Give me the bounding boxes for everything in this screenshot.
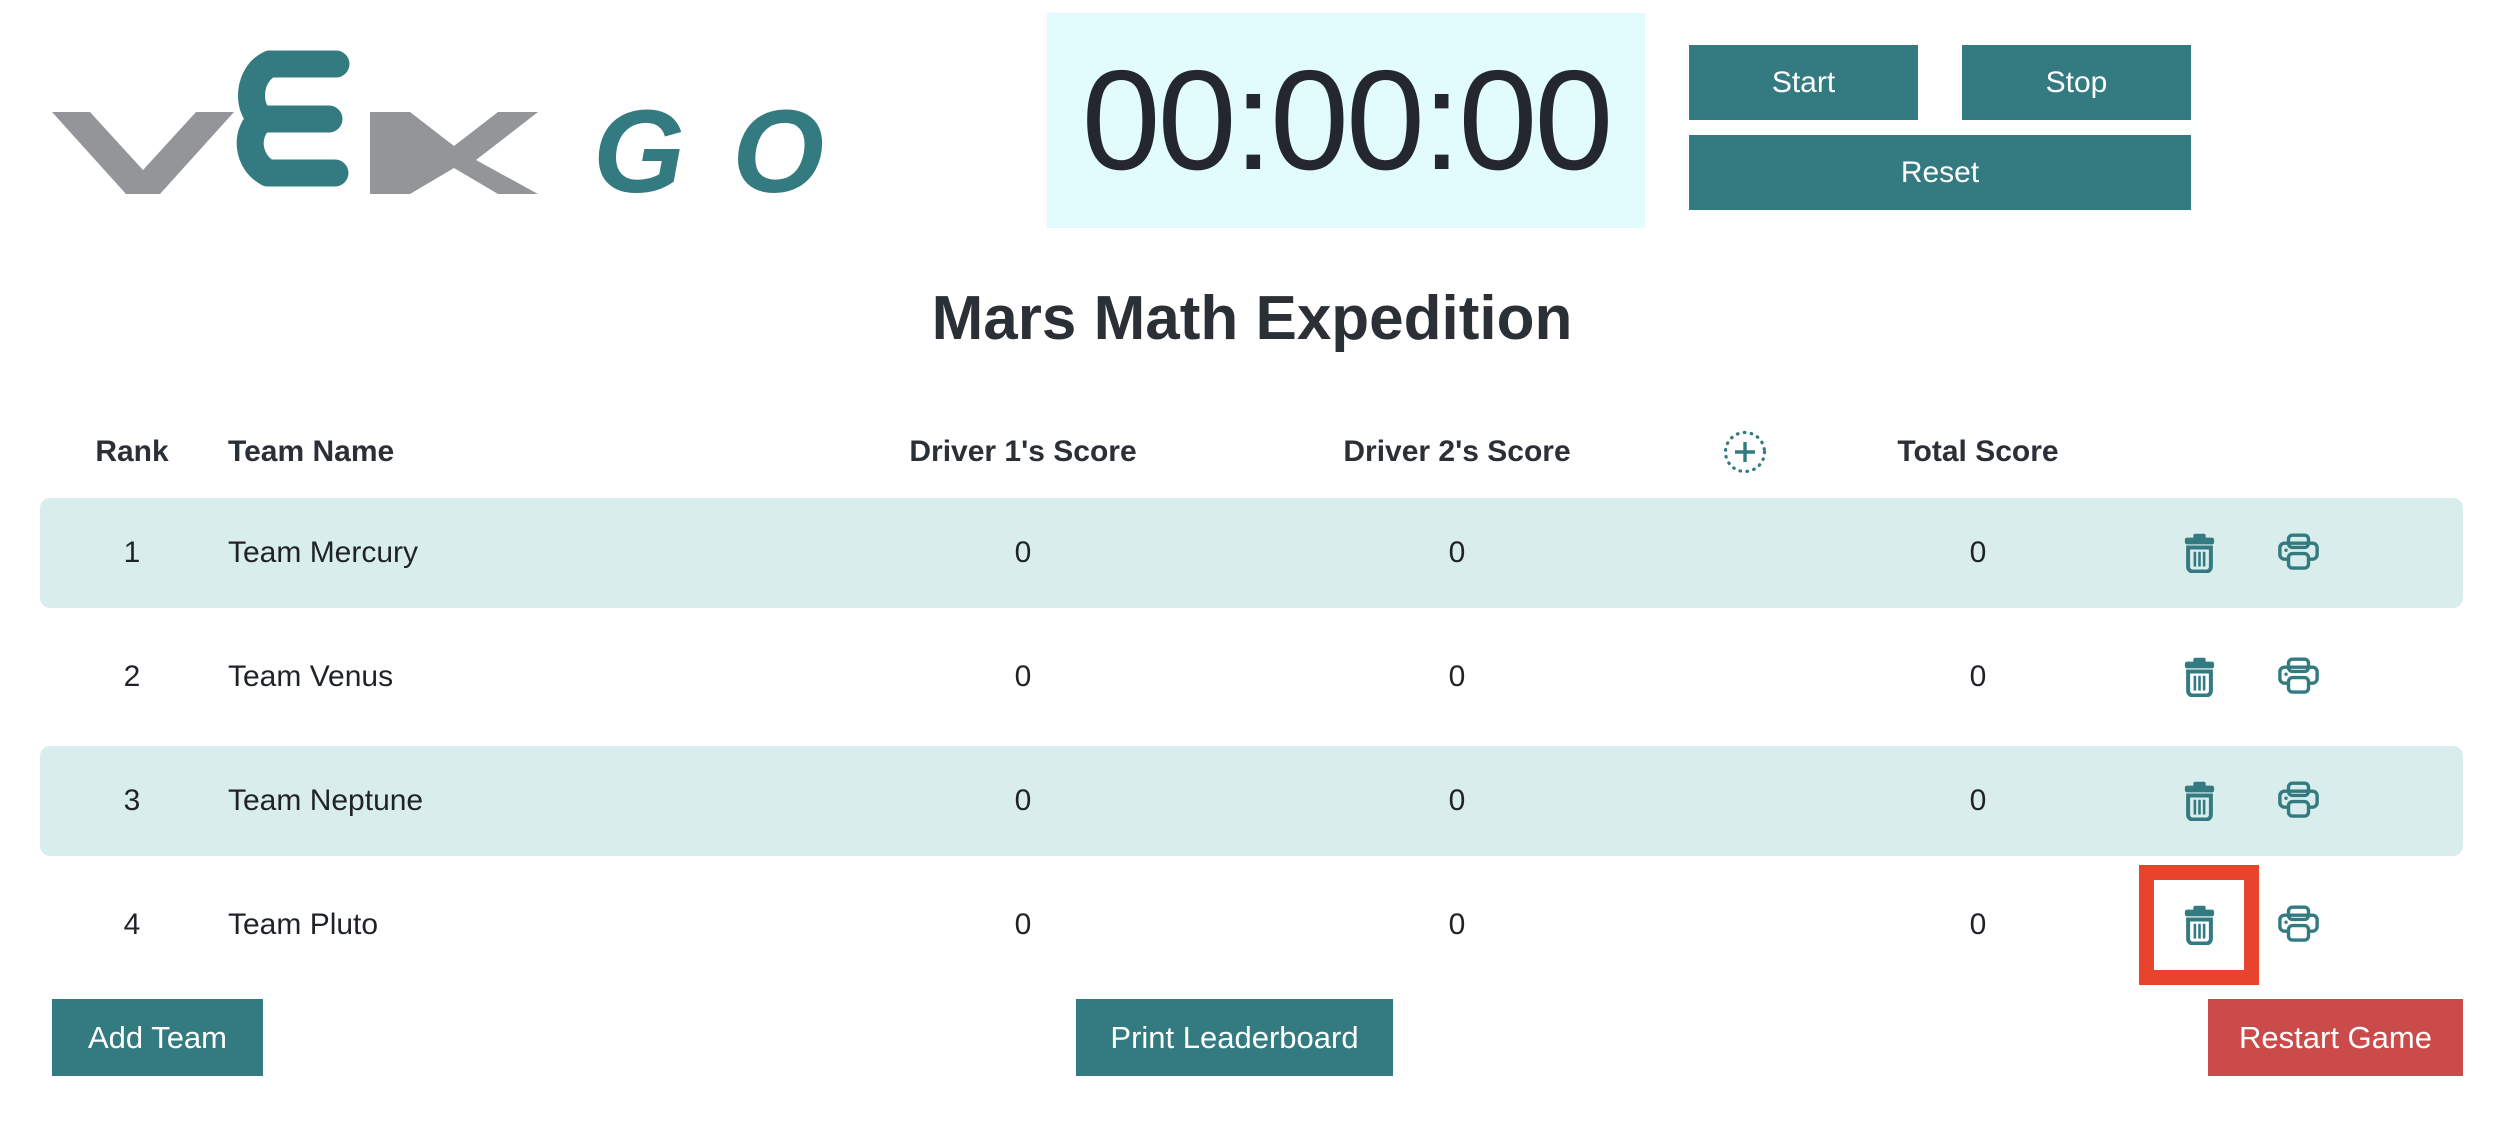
row-total-score: 0: [1969, 784, 1987, 817]
table-row: 2 Team Venus 0 0 0: [40, 622, 2463, 732]
row-driver1-score: 0: [1014, 660, 1032, 693]
table-row: 4 Team Pluto 0 0 0: [40, 865, 2463, 985]
printer-icon: [2277, 905, 2319, 942]
row-team-name: Team Mercury: [228, 536, 419, 569]
row-driver2-score: 0: [1448, 908, 1466, 941]
header-rank: Rank: [95, 435, 169, 468]
print-team-button[interactable]: [2273, 870, 2323, 980]
printer-icon: [2277, 533, 2319, 570]
reset-button[interactable]: Reset: [1689, 135, 2191, 210]
row-team-name: Team Pluto: [228, 908, 379, 941]
vex-go-logo-graphic: GO: [52, 50, 828, 218]
print-team-button[interactable]: [2273, 622, 2323, 732]
stop-button[interactable]: Stop: [1962, 45, 2191, 120]
row-team-name: Team Neptune: [228, 784, 424, 817]
row-driver1-score: 0: [1014, 908, 1032, 941]
header-driver2-score: Driver 2's Score: [1343, 435, 1571, 468]
leaderboard-table: Rank Team Name Driver 1's Score Driver 2…: [40, 420, 2463, 994]
restart-game-button[interactable]: Restart Game: [2208, 999, 2463, 1076]
start-button[interactable]: Start: [1689, 45, 1918, 120]
print-team-button[interactable]: [2273, 746, 2323, 856]
row-driver2-score: 0: [1448, 784, 1466, 817]
print-leaderboard-button[interactable]: Print Leaderboard: [1076, 999, 1393, 1076]
add-team-button[interactable]: Add Team: [52, 999, 263, 1076]
printer-icon: [2277, 657, 2319, 694]
header-driver1-score: Driver 1's Score: [909, 435, 1137, 468]
delete-team-button[interactable]: [2174, 870, 2224, 980]
row-rank: 2: [123, 660, 141, 693]
row-driver1-score: 0: [1014, 536, 1032, 569]
row-total-score: 0: [1969, 908, 1987, 941]
row-rank: 4: [123, 908, 141, 941]
row-total-score: 0: [1969, 660, 1987, 693]
header-total-score: Total Score: [1897, 435, 2059, 468]
header-team-name: Team Name: [228, 435, 395, 468]
page-title: Mars Math Expedition: [931, 284, 1573, 353]
delete-team-button[interactable]: [2174, 746, 2224, 856]
printer-icon: [2277, 781, 2319, 818]
vex-go-logo: GO: [48, 42, 838, 222]
row-total-score: 0: [1969, 536, 1987, 569]
trash-icon: [2184, 657, 2214, 697]
leaderboard-rows: 1 Team Mercury 0 0 0 2 Tea: [40, 498, 2463, 985]
delete-team-button[interactable]: [2174, 498, 2224, 608]
row-rank: 3: [123, 784, 141, 817]
row-rank: 1: [123, 536, 141, 569]
print-team-button[interactable]: [2273, 498, 2323, 608]
add-driver-column-button[interactable]: [1722, 429, 1768, 475]
timer-display: 00:00:00: [1047, 13, 1645, 228]
table-row: 1 Team Mercury 0 0 0: [40, 498, 2463, 608]
row-driver2-score: 0: [1448, 536, 1466, 569]
trash-icon: [2184, 533, 2214, 573]
trash-icon: [2184, 781, 2214, 821]
delete-team-button[interactable]: [2174, 622, 2224, 732]
plus-circle-dashed-icon: [1723, 430, 1767, 474]
logo-go-text: GO: [593, 86, 828, 218]
trash-icon: [2184, 905, 2214, 945]
row-team-name: Team Venus: [228, 660, 394, 693]
row-driver2-score: 0: [1448, 660, 1466, 693]
table-row: 3 Team Neptune 0 0 0: [40, 746, 2463, 856]
row-driver1-score: 0: [1014, 784, 1032, 817]
table-header-row: Rank Team Name Driver 1's Score Driver 2…: [40, 420, 2463, 484]
